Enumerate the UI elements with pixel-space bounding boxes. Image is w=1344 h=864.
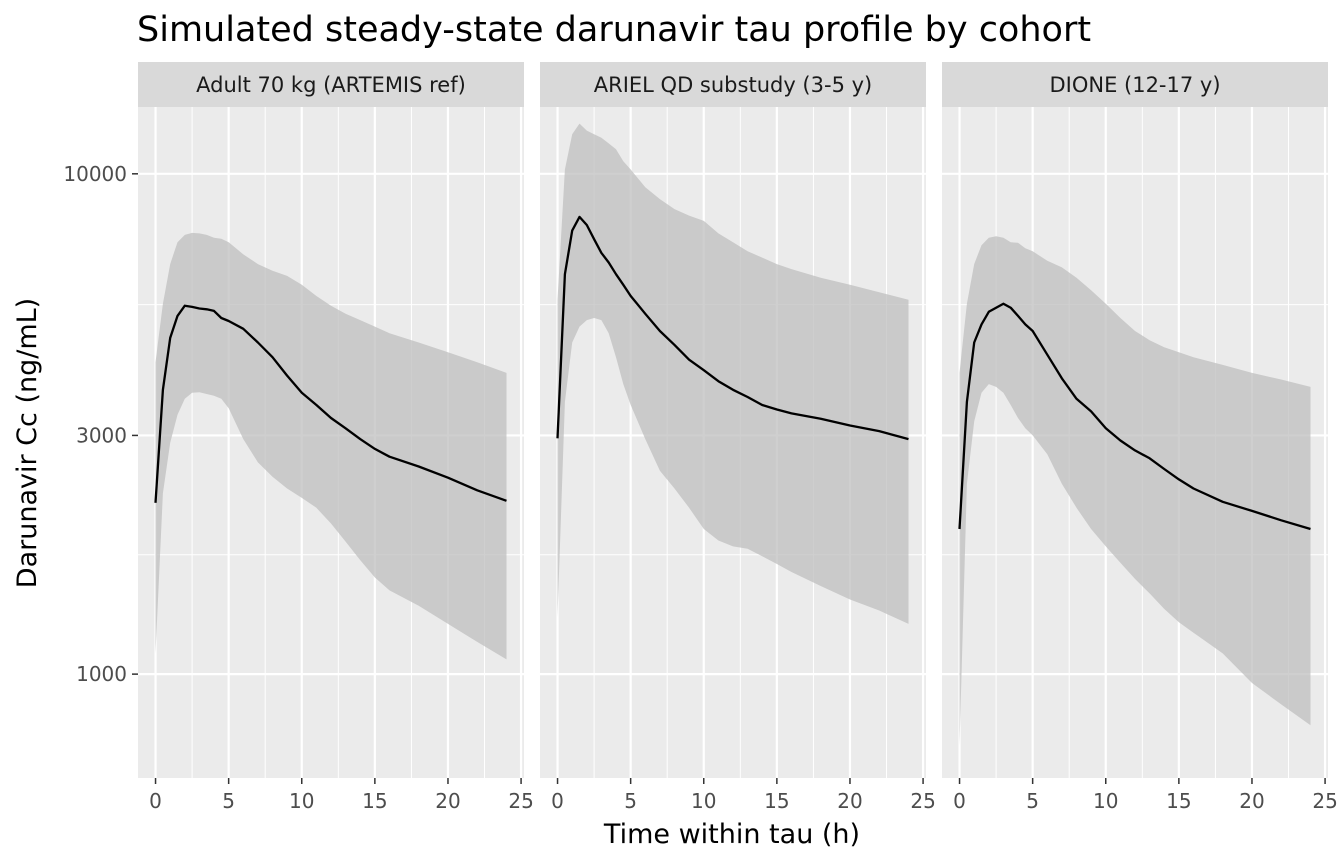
chart-title: Simulated steady-state darunavir tau pro… (137, 10, 1091, 50)
x-tick-label: 15 (1166, 789, 1191, 813)
x-tick-label: 10 (1093, 789, 1118, 813)
x-tick-label: 25 (508, 789, 533, 813)
x-tick-label: 25 (1312, 789, 1337, 813)
facet-panel: DIONE (12-17 y) 0 5 10 15 20 25 (942, 62, 1338, 813)
y-axis-title: Darunavir Cc (ng/mL) (12, 298, 43, 588)
x-tick-label: 10 (691, 789, 716, 813)
prediction-ribbon (557, 123, 909, 624)
x-tick-label: 20 (837, 789, 862, 813)
facet-panel: Adult 70 kg (ARTEMIS ref) 0 5 10 15 20 25 (138, 62, 534, 813)
x-tick-label: 5 (222, 789, 235, 813)
facet-strip-label: Adult 70 kg (ARTEMIS ref) (196, 73, 466, 97)
y-tick-label: 1000 (76, 662, 127, 686)
x-tick-label: 20 (1239, 789, 1264, 813)
facet-strip (138, 62, 524, 107)
x-tick-label: 5 (1026, 789, 1039, 813)
facet-panel: ARIEL QD substudy (3-5 y) 0 5 10 15 20 25 (540, 62, 936, 813)
prediction-ribbon (155, 232, 507, 660)
facet-strip (540, 62, 926, 107)
median-line (958, 302, 1311, 531)
facet-strip-label: DIONE (12-17 y) (1049, 73, 1220, 97)
x-tick-label: 20 (435, 789, 460, 813)
x-tick-label: 15 (764, 789, 789, 813)
x-tick-label: 0 (551, 789, 564, 813)
x-axis-title: Time within tau (h) (603, 819, 860, 850)
y-tick-label: 10000 (63, 162, 127, 186)
x-tick-label: 15 (362, 789, 387, 813)
x-tick-label: 5 (624, 789, 637, 813)
median-line (556, 215, 909, 441)
x-tick-label: 10 (289, 789, 314, 813)
prediction-ribbon (959, 236, 1311, 746)
y-axis: 1000 3000 10000 (63, 162, 138, 686)
x-tick-label: 0 (953, 789, 966, 813)
facet-panels: Adult 70 kg (ARTEMIS ref)0 5 10 15 20 25ARIEL… (138, 62, 1338, 813)
y-tick-label: 3000 (76, 423, 127, 447)
facet-strip (942, 62, 1328, 107)
x-tick-label: 25 (910, 789, 935, 813)
median-line (154, 304, 507, 503)
facet-strip-label: ARIEL QD substudy (3-5 y) (594, 73, 872, 97)
x-tick-label: 0 (149, 789, 162, 813)
